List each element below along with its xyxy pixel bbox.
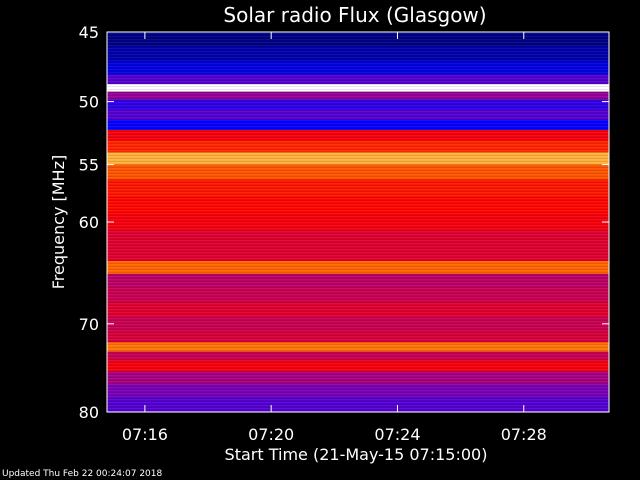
y-tick-label: 70	[79, 315, 99, 334]
x-tick-label: 07:28	[501, 425, 547, 444]
y-tick-label: 60	[79, 213, 99, 232]
x-axis-ticks: 07:16 07:20 07:24 07:28	[122, 32, 547, 444]
chart-title: Solar radio Flux (Glasgow)	[223, 3, 486, 27]
x-tick-label: 07:24	[374, 425, 420, 444]
y-tick-label: 50	[79, 93, 99, 112]
y-tick-label: 80	[79, 403, 99, 422]
x-tick-label: 07:20	[248, 425, 294, 444]
x-tick-label: 07:16	[122, 425, 168, 444]
y-tick-label: 45	[79, 23, 99, 42]
y-axis-ticks: 45 50 55 60 70 80	[79, 23, 609, 422]
plot-texture	[107, 32, 609, 412]
x-axis-label: Start Time (21-May-15 07:15:00)	[225, 445, 488, 464]
y-tick-label: 55	[79, 156, 99, 175]
updated-timestamp: Updated Thu Feb 22 00:24:07 2018	[2, 469, 163, 479]
y-axis-label: Frequency [MHz]	[49, 155, 68, 289]
